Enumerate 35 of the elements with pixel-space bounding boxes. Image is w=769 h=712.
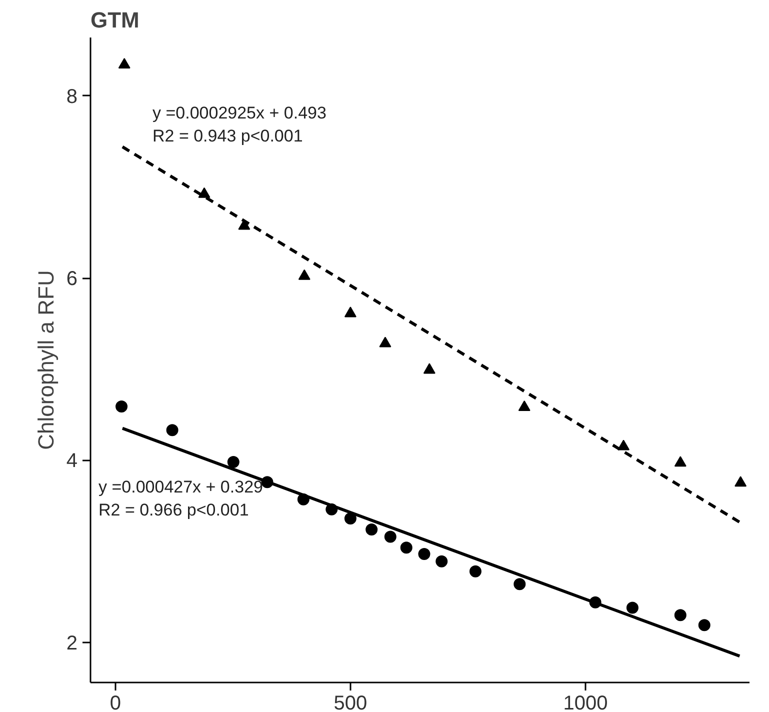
point bbox=[116, 400, 128, 412]
y-tick-label: 4 bbox=[66, 450, 78, 472]
point bbox=[418, 548, 430, 560]
point bbox=[227, 456, 240, 468]
point bbox=[514, 578, 526, 590]
point bbox=[674, 609, 686, 622]
point bbox=[344, 512, 356, 525]
point bbox=[518, 400, 530, 412]
point bbox=[118, 58, 130, 69]
chart-title: GTM bbox=[90, 8, 140, 32]
x-tick-label: 1000 bbox=[563, 692, 608, 712]
point bbox=[436, 555, 448, 568]
y-tick-label: 8 bbox=[66, 86, 78, 108]
point bbox=[198, 187, 210, 198]
annotation: y =0.000427x + 0.329 R2 = 0.966 p<0.001 bbox=[98, 478, 263, 520]
point bbox=[298, 269, 310, 280]
point bbox=[384, 530, 396, 543]
x-tick-label: 500 bbox=[334, 692, 368, 712]
point bbox=[400, 542, 412, 554]
y-tick-label: 2 bbox=[66, 632, 78, 654]
point bbox=[734, 476, 747, 487]
point bbox=[469, 565, 482, 578]
point bbox=[626, 602, 638, 614]
y-tick-label: 6 bbox=[66, 268, 78, 290]
point bbox=[344, 306, 356, 318]
y-axis-title: Chlorophyll a RFU bbox=[33, 270, 58, 450]
x-tick-label: 0 bbox=[110, 692, 121, 712]
point bbox=[366, 523, 378, 536]
point bbox=[674, 456, 686, 467]
point bbox=[166, 424, 178, 436]
point bbox=[698, 619, 710, 632]
point bbox=[423, 363, 436, 374]
point bbox=[618, 440, 630, 450]
point bbox=[379, 336, 392, 348]
annotation: y =0.0002925x + 0.493 R2 = 0.943 p<0.001 bbox=[152, 104, 326, 146]
